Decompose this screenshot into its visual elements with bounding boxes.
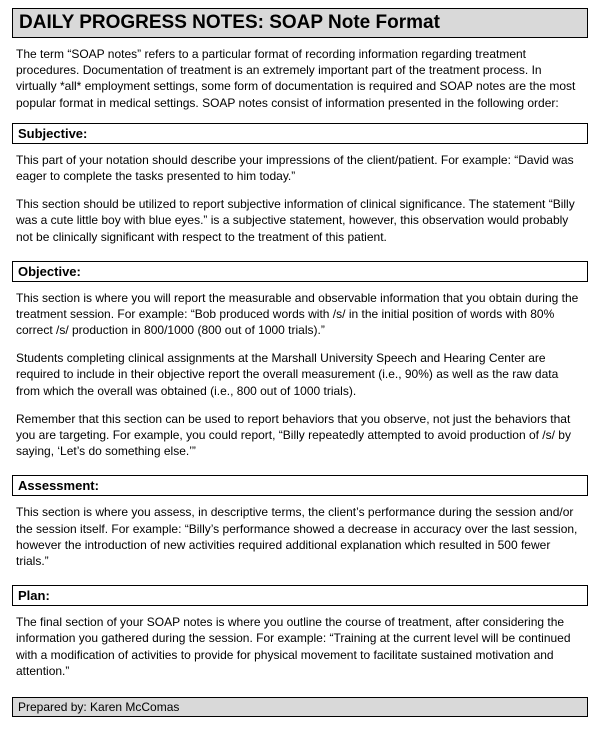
section-body-subjective: This part of your notation should descri…: [12, 144, 588, 259]
section-header-assessment: Assessment:: [12, 475, 588, 496]
footer-prepared-by: Prepared by: Karen McComas: [12, 697, 588, 717]
paragraph: This part of your notation should descri…: [16, 152, 584, 184]
paragraph: Remember that this section can be used t…: [16, 411, 584, 460]
section-header-plan: Plan:: [12, 585, 588, 606]
section-body-plan: The final section of your SOAP notes is …: [12, 606, 588, 693]
section-body-assessment: This section is where you assess, in des…: [12, 496, 588, 583]
section-header-subjective: Subjective:: [12, 123, 588, 144]
section-body-objective: This section is where you will report th…: [12, 282, 588, 474]
paragraph: This section should be utilized to repor…: [16, 196, 584, 245]
paragraph: The final section of your SOAP notes is …: [16, 614, 584, 679]
paragraph: This section is where you assess, in des…: [16, 504, 584, 569]
paragraph: This section is where you will report th…: [16, 290, 584, 339]
intro-paragraph: The term “SOAP notes” refers to a partic…: [12, 44, 588, 121]
page-title: DAILY PROGRESS NOTES: SOAP Note Format: [12, 8, 588, 38]
paragraph: Students completing clinical assignments…: [16, 350, 584, 399]
section-header-objective: Objective:: [12, 261, 588, 282]
document-page: DAILY PROGRESS NOTES: SOAP Note Format T…: [0, 0, 600, 729]
